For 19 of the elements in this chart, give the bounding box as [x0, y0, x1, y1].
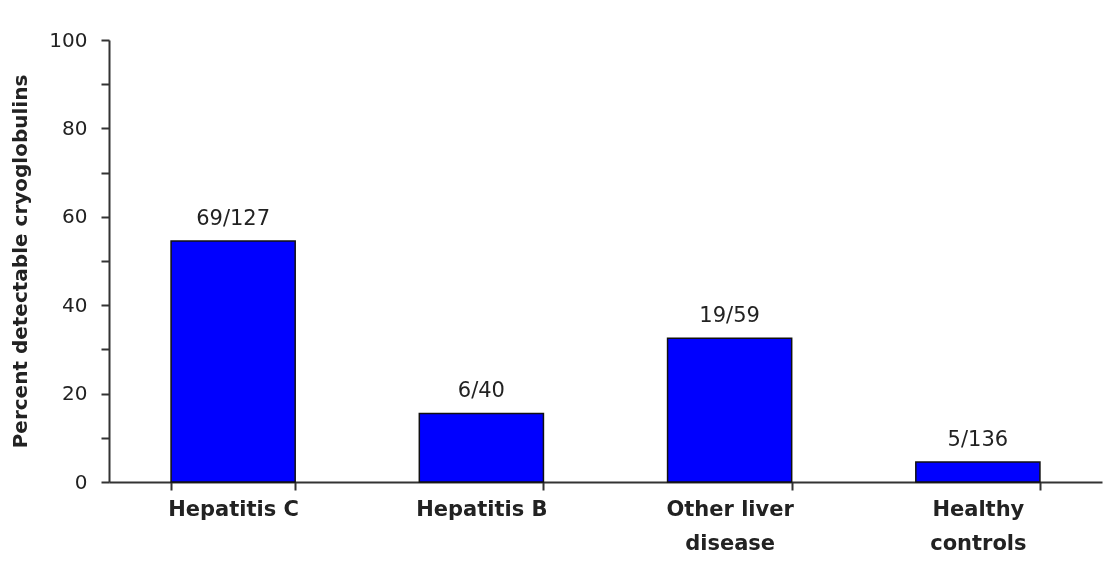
data-label: 19/59 [699, 303, 760, 328]
data-label: 69/127 [196, 206, 271, 231]
x-tick-label: Hepatitis C [168, 496, 299, 521]
y-tick-label: 60 [62, 204, 88, 229]
x-tick-label: Healthy controls [930, 496, 1027, 555]
bar [666, 337, 793, 483]
x-tick-label: Other liver disease [666, 496, 795, 555]
y-axis-title: Percent detectable cryoglobulins [8, 74, 33, 449]
x-tick-label: Hepatitis B [416, 496, 548, 521]
data-label: 6/40 [457, 378, 505, 403]
y-tick-label: 40 [62, 292, 88, 317]
y-tick-label: 20 [62, 381, 88, 406]
y-tick-label: 100 [49, 27, 88, 52]
bar [170, 240, 296, 483]
data-label: 5/136 [947, 427, 1009, 452]
bar [418, 412, 545, 483]
y-tick-label: 0 [74, 469, 88, 494]
y-tick-label: 80 [62, 115, 88, 140]
bar [915, 461, 1041, 483]
